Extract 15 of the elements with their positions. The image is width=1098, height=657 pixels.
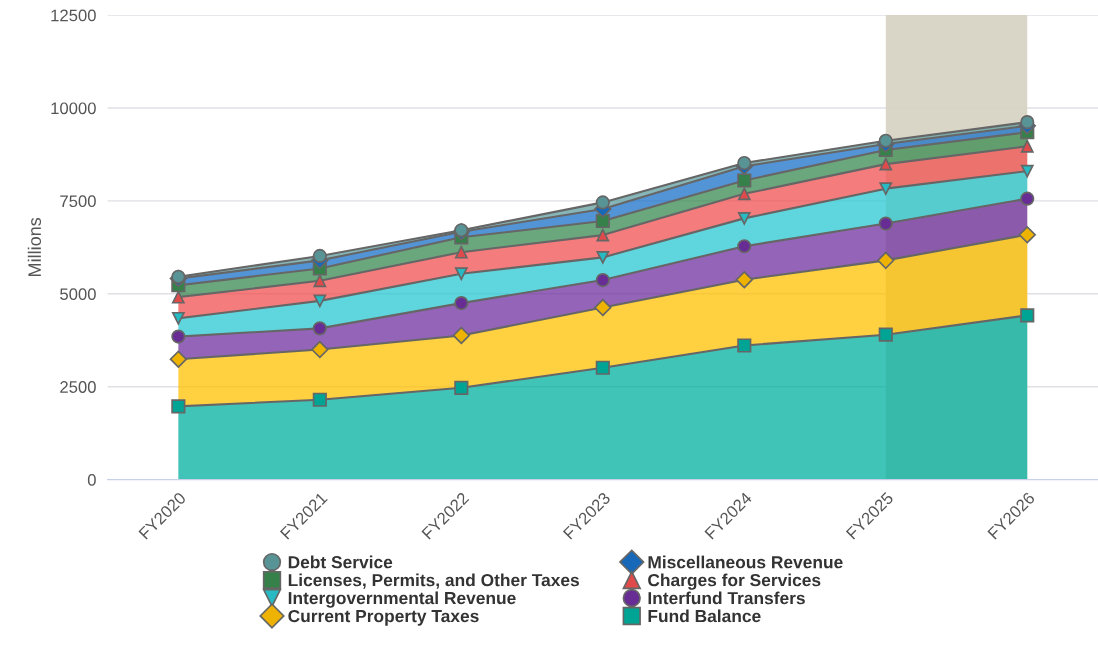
y-tick-label: 2500 — [60, 381, 96, 393]
legend-label: Fund Balance — [648, 609, 761, 623]
legend-label: Licenses, Permits, and Other Taxes — [288, 573, 579, 589]
y-tick-label: 0 — [87, 474, 96, 486]
legend-label: Intergovernmental Revenue — [288, 591, 516, 608]
y-tick-label: 12500 — [51, 9, 96, 22]
legend-label: Miscellaneous Revenue — [648, 555, 843, 569]
y-tick-label: 10000 — [51, 102, 96, 115]
y-tick-label: 7500 — [60, 195, 96, 208]
legend-label: Debt Service — [288, 555, 393, 569]
legend-label: Current Property Taxes — [288, 609, 479, 626]
y-tick-label: 5000 — [60, 288, 96, 301]
y-axis-title: Millions — [27, 217, 42, 276]
legend-label: Interfund Transfers — [648, 591, 805, 605]
legend-label: Charges for Services — [648, 573, 821, 590]
